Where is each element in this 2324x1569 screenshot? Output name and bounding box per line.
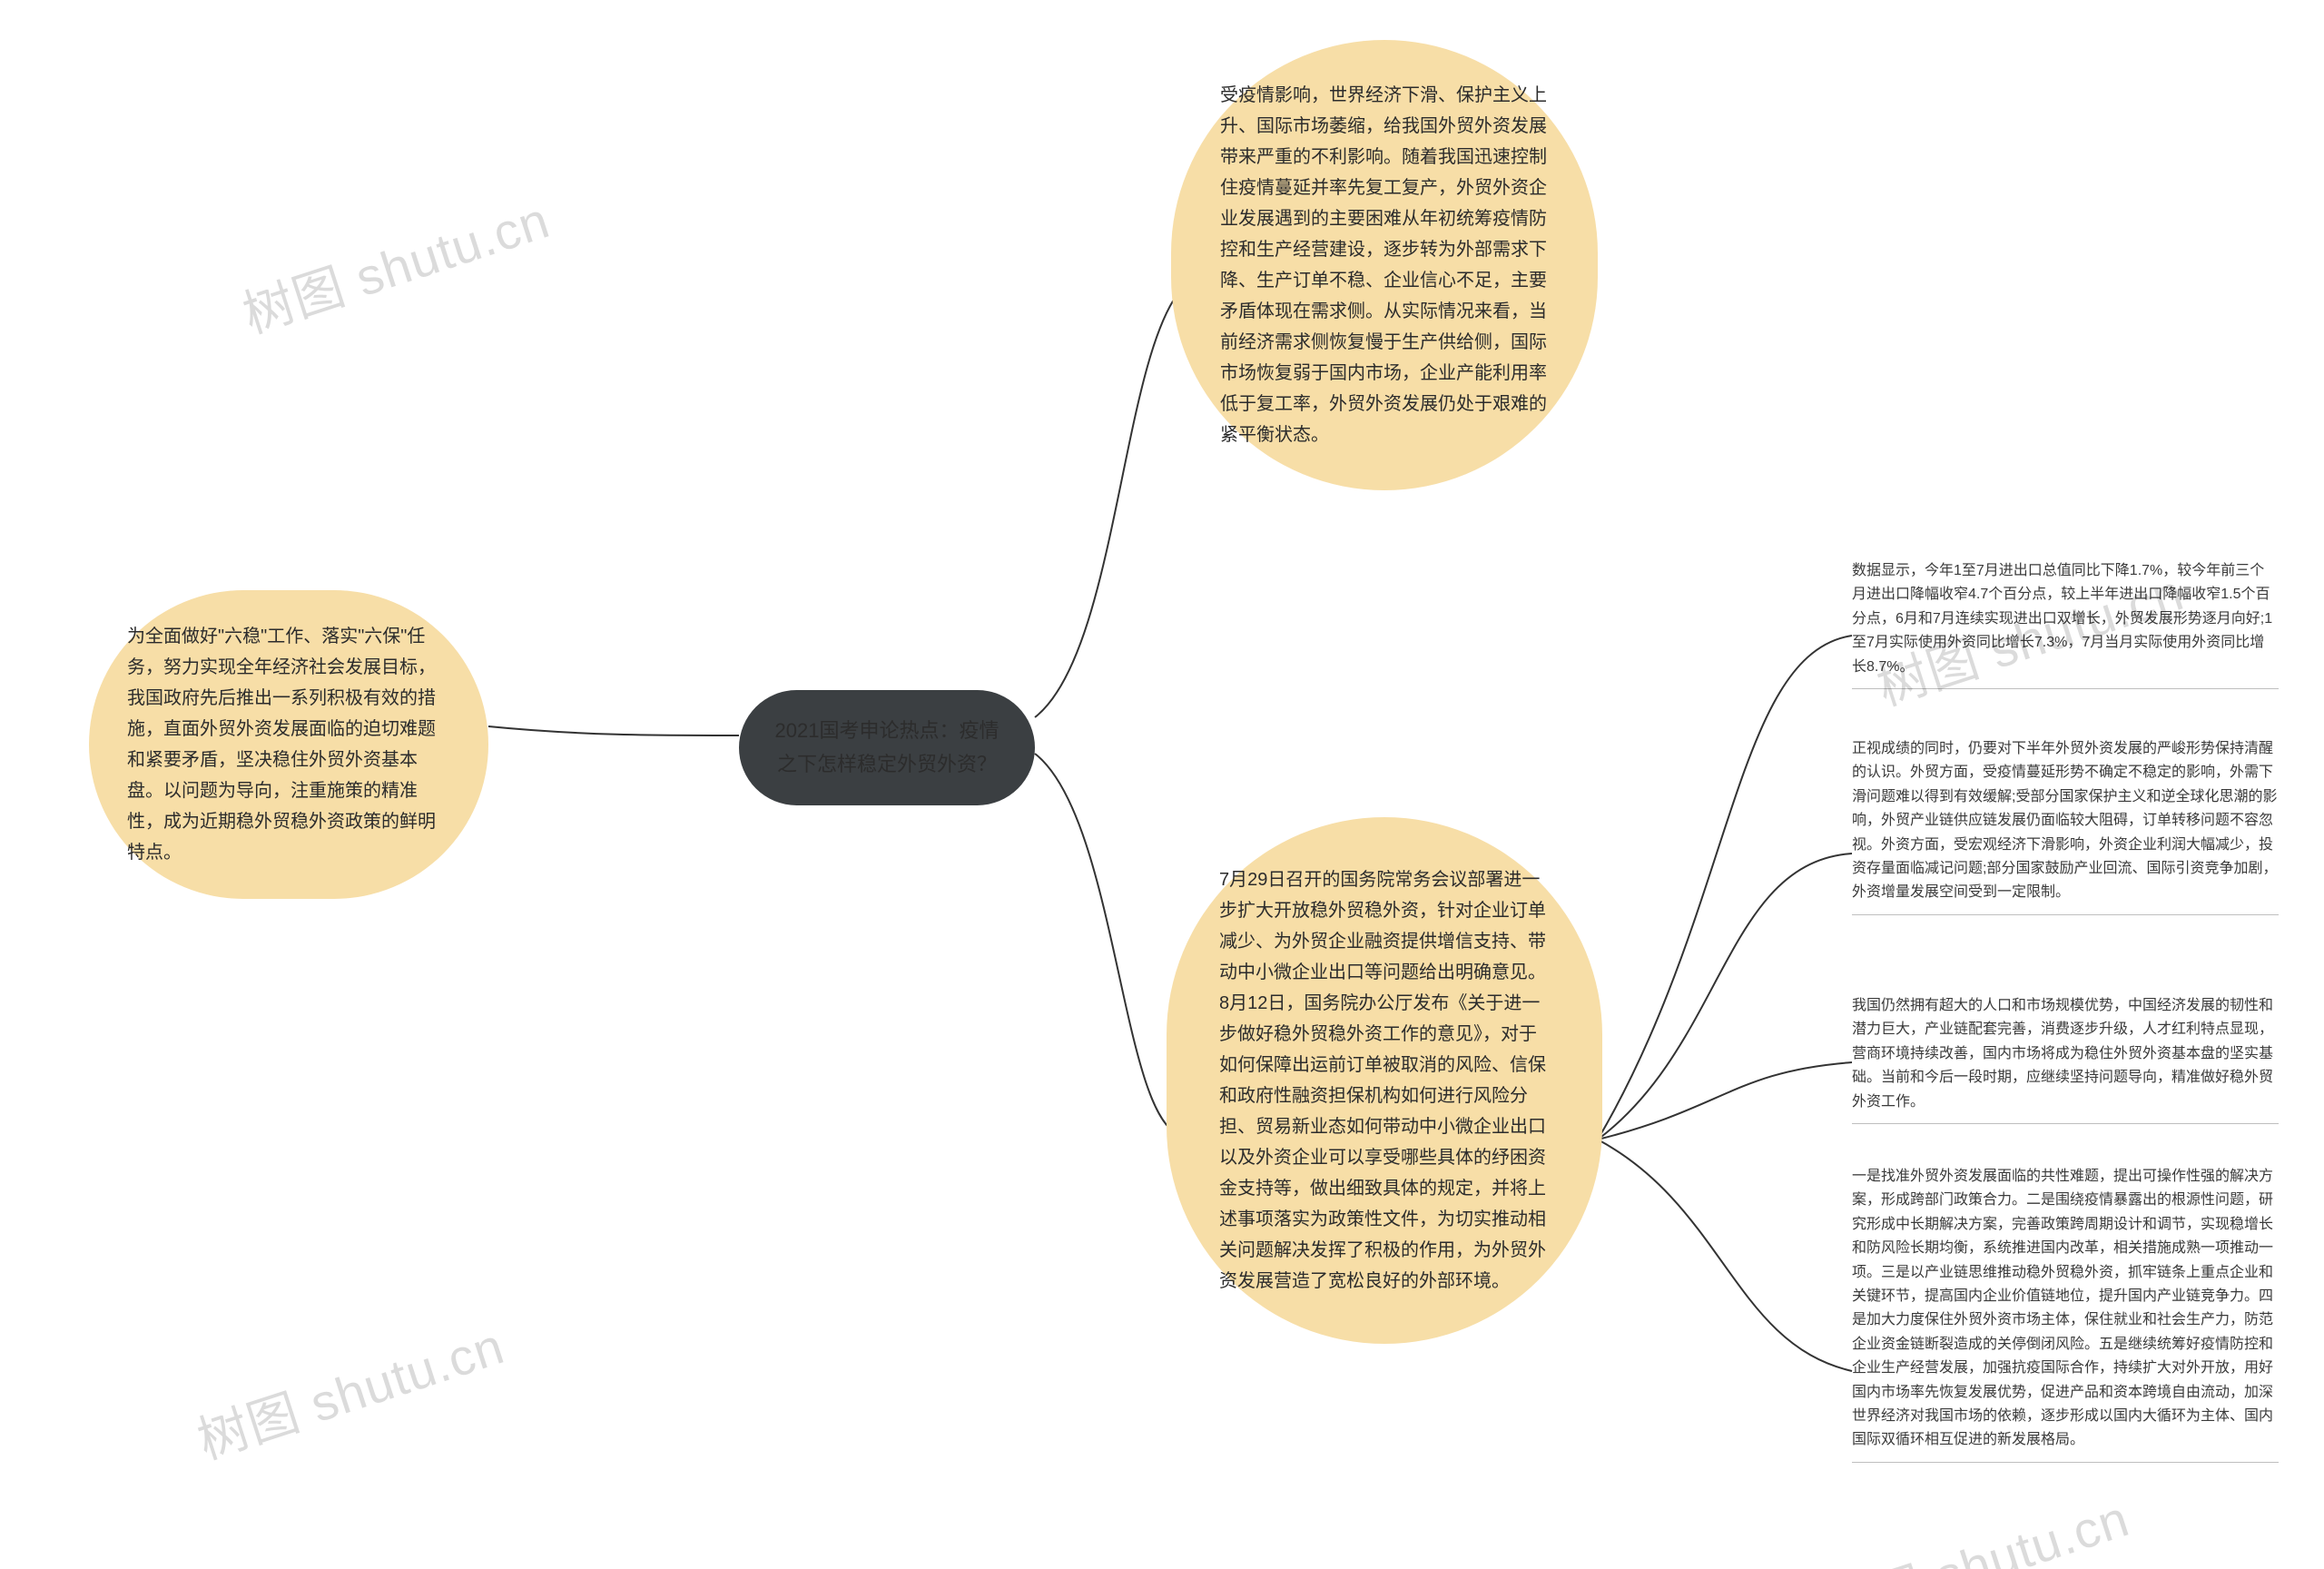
node-left[interactable]: 为全面做好"六稳"工作、落实"六保"任务，努力实现全年经济社会发展目标，我国政府… xyxy=(89,590,488,899)
node-center[interactable]: 2021国考申论热点：疫情之下怎样稳定外贸外资？ xyxy=(739,690,1035,805)
leaf-0-text: 数据显示，今年1至7月进出口总值同比下降1.7%，较今年前三个月进出口降幅收窄4… xyxy=(1852,563,2272,675)
node-left-text: 为全面做好"六稳"工作、落实"六保"任务，努力实现全年经济社会发展目标，我国政府… xyxy=(127,627,436,863)
leaf-2-text: 我国仍然拥有超大的人口和市场规模优势，中国经济发展的韧性和潜力巨大，产业链配套完… xyxy=(1852,998,2273,1110)
watermark: 树图 shutu.cn xyxy=(232,180,557,348)
node-center-text: 2021国考申论热点：疫情之下怎样稳定外贸外资？ xyxy=(775,719,1000,775)
leaf-0[interactable]: 数据显示，今年1至7月进出口总值同比下降1.7%，较今年前三个月进出口降幅收窄4… xyxy=(1852,559,2279,689)
node-right-top-body: 受疫情影响，世界经济下滑、保护主义上升、国际市场萎缩，给我国外贸外资发展带来严重… xyxy=(1171,40,1598,490)
node-right-bottom-text: 7月29日召开的国务院常务会议部署进一步扩大开放稳外贸稳外资，针对企业订单减少、… xyxy=(1219,870,1546,1291)
watermark: 树图 shutu.cn xyxy=(187,1306,512,1474)
leaf-1-text: 正视成绩的同时，仍要对下半年外贸外资发展的严峻形势保持清醒的认识。外贸方面，受疫… xyxy=(1852,741,2277,900)
watermark: 树图 shutu.cn xyxy=(1812,1478,2137,1569)
leaf-3-text: 一是找准外贸外资发展面临的共性难题，提出可操作性强的解决方案，形成跨部门政策合力… xyxy=(1852,1169,2273,1447)
node-center-body: 2021国考申论热点：疫情之下怎样稳定外贸外资？ xyxy=(739,690,1035,805)
leaf-1[interactable]: 正视成绩的同时，仍要对下半年外贸外资发展的严峻形势保持清醒的认识。外贸方面，受疫… xyxy=(1852,737,2279,915)
leaf-3[interactable]: 一是找准外贸外资发展面临的共性难题，提出可操作性强的解决方案，形成跨部门政策合力… xyxy=(1852,1165,2279,1463)
node-right-top-text: 受疫情影响，世界经济下滑、保护主义上升、国际市场萎缩，给我国外贸外资发展带来严重… xyxy=(1220,85,1547,445)
leaf-2[interactable]: 我国仍然拥有超大的人口和市场规模优势，中国经济发展的韧性和潜力巨大，产业链配套完… xyxy=(1852,994,2279,1124)
node-right-bottom[interactable]: 7月29日召开的国务院常务会议部署进一步扩大开放稳外贸稳外资，针对企业订单减少、… xyxy=(1167,817,1602,1344)
node-left-body: 为全面做好"六稳"工作、落实"六保"任务，努力实现全年经济社会发展目标，我国政府… xyxy=(89,590,488,899)
node-right-bottom-body: 7月29日召开的国务院常务会议部署进一步扩大开放稳外贸稳外资，针对企业订单减少、… xyxy=(1167,817,1602,1344)
node-right-top[interactable]: 受疫情影响，世界经济下滑、保护主义上升、国际市场萎缩，给我国外贸外资发展带来严重… xyxy=(1171,40,1598,490)
